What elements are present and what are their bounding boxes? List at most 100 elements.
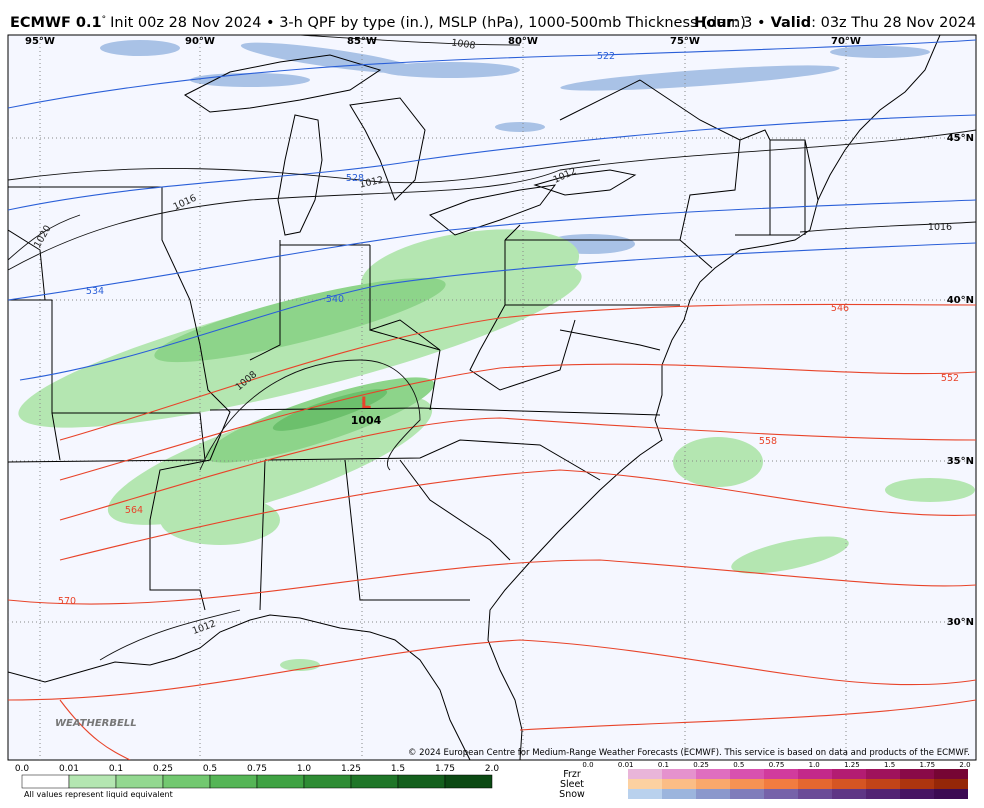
model: ECMWF 0.1 [10,15,102,31]
thickness-label: 564 [125,505,143,516]
winter-swatch [628,789,662,799]
winter-swatch [866,779,900,789]
winter-tick-label: 1.0 [809,761,820,769]
rain-area [673,437,763,487]
longitude-label: 75°W [670,36,700,47]
winter-swatch [730,769,764,779]
rain-tick-label: 0.75 [247,764,267,774]
winter-swatch [900,779,934,789]
winter-swatch [934,789,968,799]
thickness-label: 522 [597,51,615,62]
winter-tick-label: 0.5 [733,761,744,769]
winter-type-label: Sleet [560,779,584,790]
winter-swatch [730,789,764,799]
thickness-label: 540 [326,294,344,305]
thickness-line [59,469,976,561]
winter-swatch [832,789,866,799]
thickness-label: 528 [346,173,364,184]
longitude-label: 80°W [508,36,538,47]
lake [429,184,557,236]
lake [184,54,382,113]
legend: All values represent liquid equivalent 0… [15,761,971,800]
isobar [8,129,976,271]
winter-swatch [730,779,764,789]
thickness-line [8,39,976,109]
logo: WEATHERBELL [55,718,137,729]
state-border [8,229,46,301]
winter-swatch [662,769,696,779]
thickness-line [19,242,976,381]
latitude-label: 45°N [947,133,974,144]
thickness-line [8,559,976,605]
border [559,79,741,141]
rain-swatch [350,774,399,789]
isobar-label: 1016 [928,222,952,233]
winter-swatch [628,779,662,789]
isobar [799,221,976,233]
winter-swatch [628,769,662,779]
isobar [199,359,421,471]
winter-swatch [900,769,934,779]
winter-type-label: Frzr [563,769,581,780]
winter-tick-label: 0.1 [658,761,669,769]
rain-swatch [397,774,446,789]
rain-area [160,495,280,545]
state-border [469,224,713,391]
thickness-line [59,303,976,441]
longitude-label: 95°W [25,36,55,47]
rain-tick-label: 0.0 [15,764,30,774]
rain-area [280,659,320,671]
snow-areas [100,40,930,254]
rain-area [154,277,446,363]
rain-swatch [444,774,493,789]
longitude-label: 85°W [347,36,377,47]
low-pressure: 1004 [351,414,382,427]
thickness-line [8,639,976,701]
winter-swatch [866,769,900,779]
thickness-line [59,417,976,521]
rain-area [731,536,849,574]
rain-swatch [209,774,258,789]
lake [349,97,426,201]
lake [533,169,637,196]
winter-swatch [662,779,696,789]
winter-swatch [798,789,832,799]
thickness-line [8,199,976,301]
thickness-label: 552 [941,373,959,384]
coastline [8,614,471,760]
rain-tick-label: 1.0 [297,764,312,774]
snow-area [830,46,930,58]
isobar [99,609,241,661]
winter-swatch [696,779,730,789]
map: L 1004 WEATHERBELL © 2024 European Centr… [7,34,977,761]
state-border [679,129,819,241]
isobar [299,35,521,46]
rain-swatch [115,774,164,789]
geography [8,35,941,760]
state-border [209,407,661,611]
legend-note: All values represent liquid equivalent [24,790,173,799]
isobar [8,159,601,184]
hour-label: Hour [694,15,734,31]
winter-tick-label: 0.01 [618,761,634,769]
snow-area [380,62,520,78]
winter-swatch [798,779,832,789]
valid-label: Valid [771,15,812,31]
header-right: Hour: 3 • Valid: 03z Thu 28 Nov 2024 [694,15,976,31]
winter-tick-label: 1.25 [844,761,860,769]
rain-swatch [21,774,70,789]
thickness-line [59,363,976,481]
degree: ° [102,15,107,25]
winter-swatch [934,779,968,789]
latitude-label: 30°N [947,617,974,628]
rain-swatch [68,774,117,789]
snow-area [560,65,840,91]
hour: : 3 • [734,15,766,31]
coastline [487,35,941,760]
rain-tick-label: 0.5 [203,764,217,774]
snow-area [190,73,310,87]
state-border [8,186,231,611]
winter-swatch [934,769,968,779]
graticule [8,35,976,760]
